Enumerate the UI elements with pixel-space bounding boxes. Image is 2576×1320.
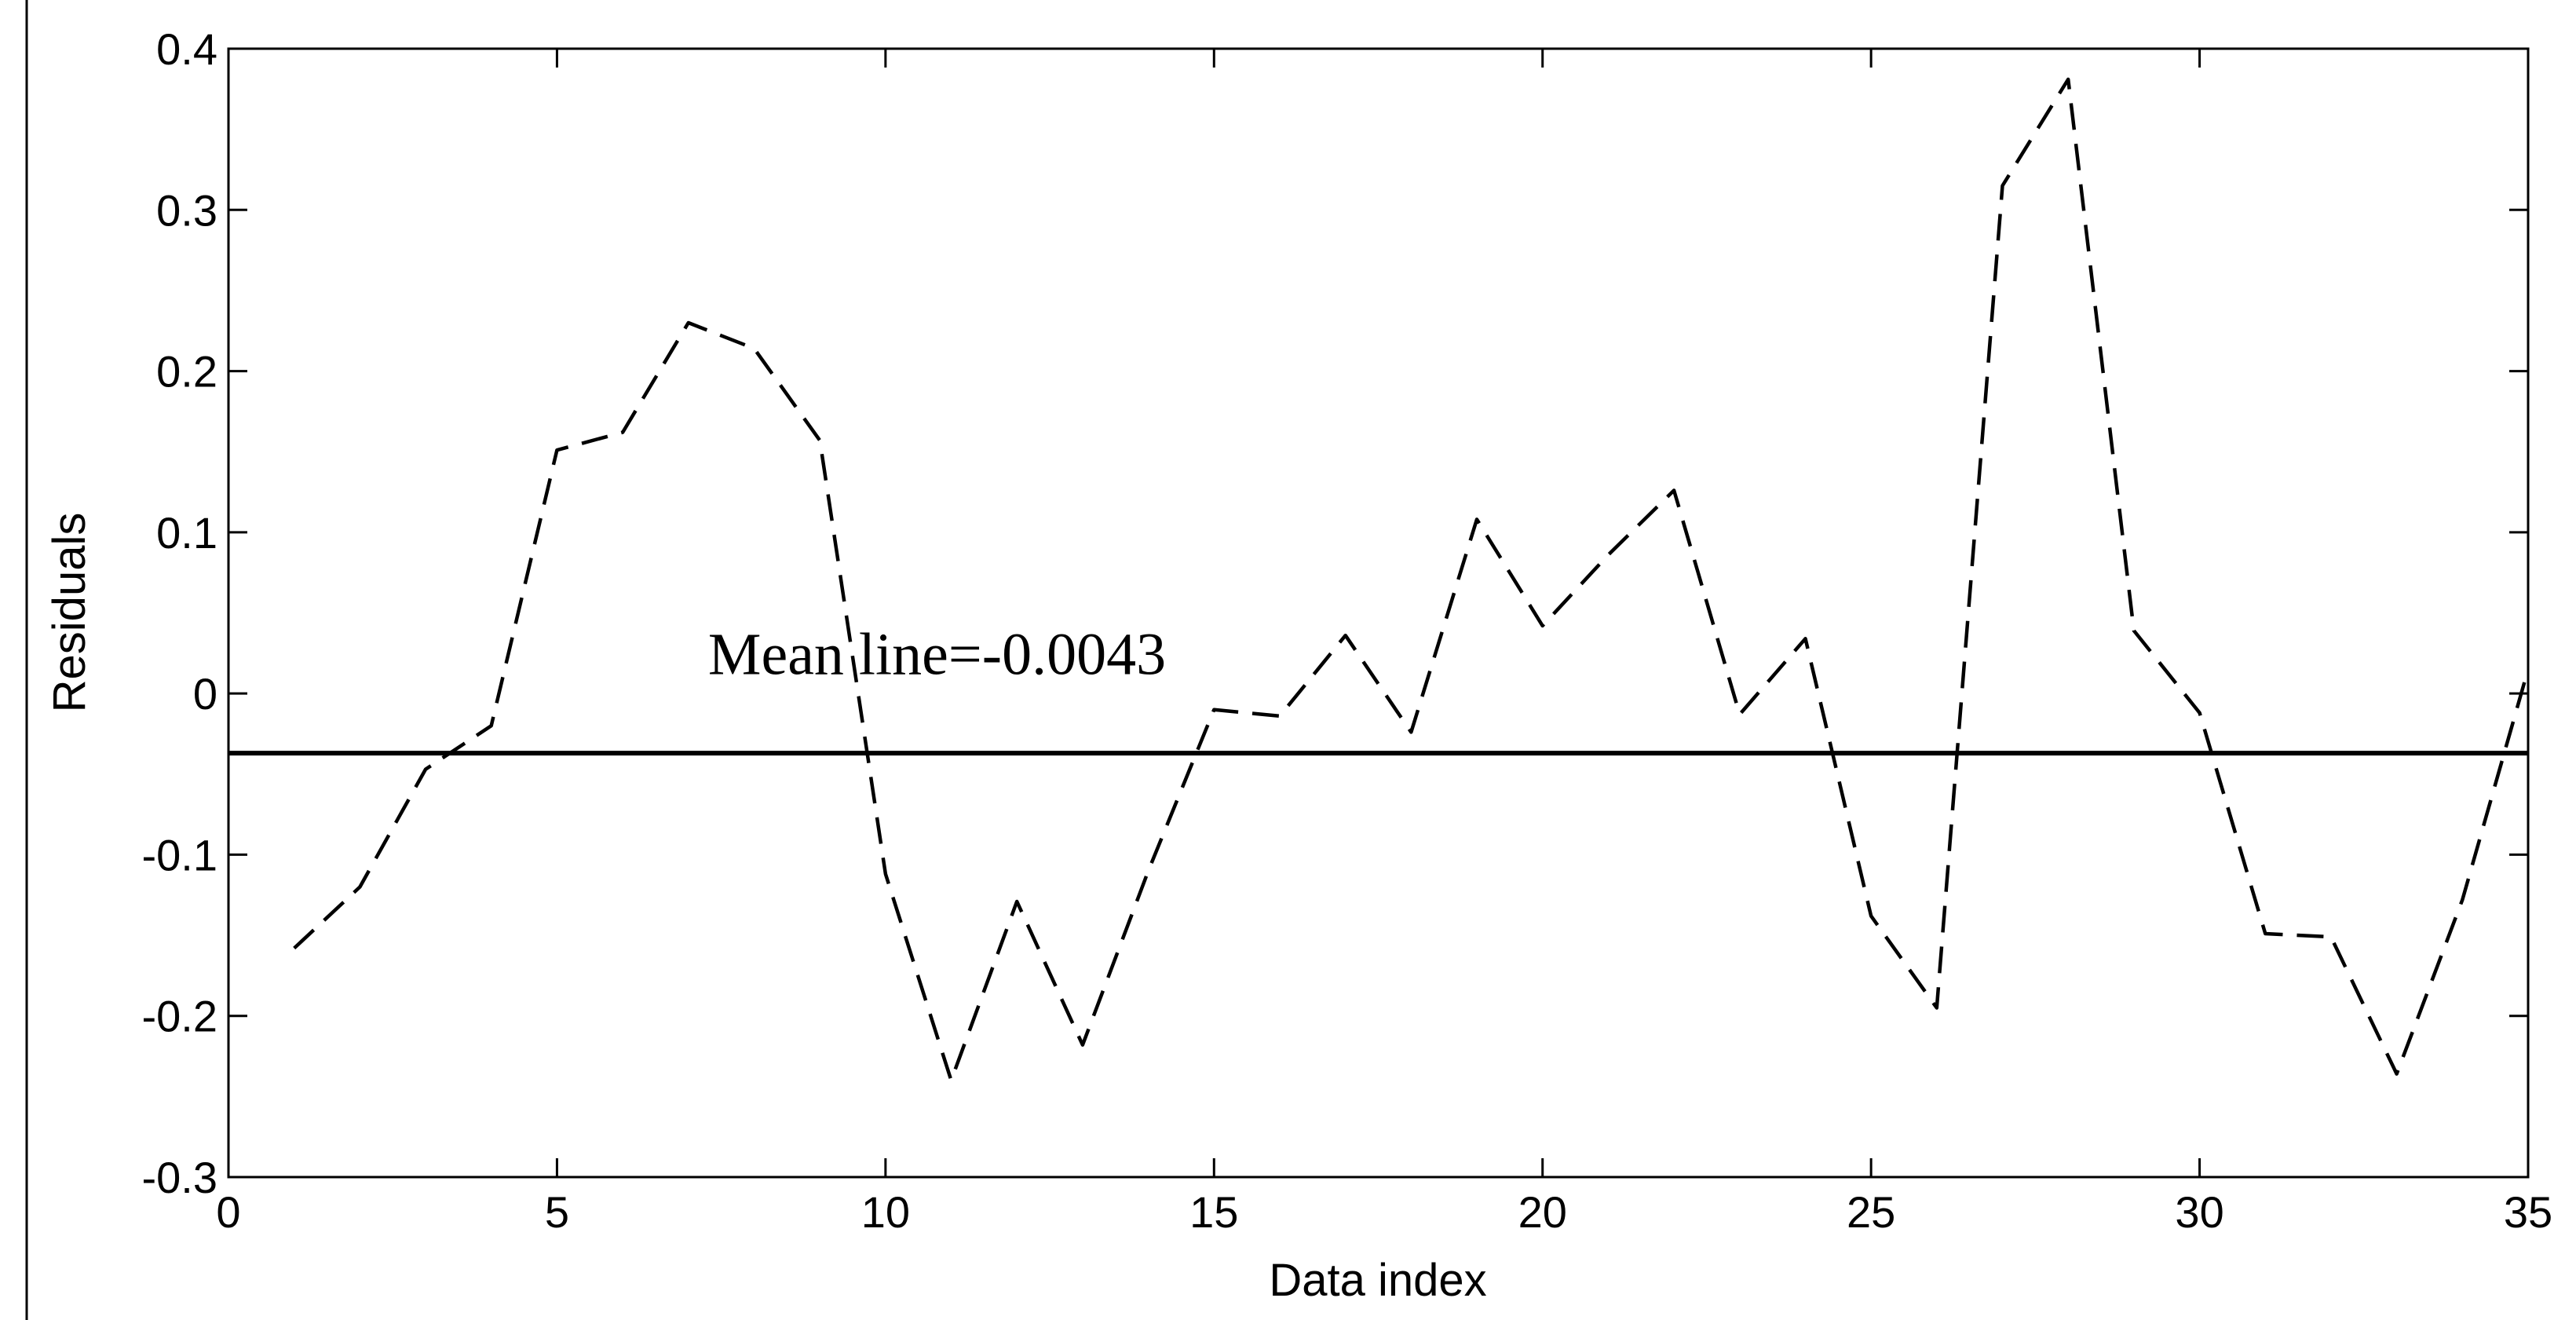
x-tick-label: 20: [1518, 1187, 1567, 1237]
x-tick-label: 30: [2175, 1187, 2223, 1237]
y-tick-label: -0.1: [142, 830, 218, 879]
x-tick-label: 25: [1847, 1187, 1895, 1237]
x-axis-label: Data index: [1269, 1255, 1486, 1306]
x-tick-label: 0: [216, 1187, 240, 1237]
y-tick-label: 0.4: [156, 24, 217, 74]
y-axis-label: Residuals: [44, 513, 95, 713]
y-tick-label: -0.3: [142, 1153, 218, 1202]
x-tick-label: 5: [545, 1187, 569, 1237]
y-tick-label: 0.1: [156, 508, 217, 558]
y-tick-label: 0: [193, 669, 217, 719]
y-tick-label: 0.2: [156, 347, 217, 397]
y-tick-label: 0.3: [156, 185, 217, 235]
x-tick-label: 15: [1189, 1187, 1238, 1237]
x-axis-ticks: 0 5 10 15 20 25 30 35: [216, 49, 2552, 1237]
residuals-series-line: [293, 77, 2530, 1083]
x-tick-label: 10: [861, 1187, 910, 1237]
mean-line-annotation: Mean line=-0.0043: [708, 622, 1166, 688]
plot-frame: [227, 47, 2530, 1179]
y-tick-label: -0.2: [142, 992, 218, 1041]
y-axis-ticks: -0.3 -0.2 -0.1 0 0.1 0.2 0.3 0.4: [142, 24, 2528, 1202]
series-layer: [228, 77, 2530, 1083]
x-tick-label: 35: [2504, 1187, 2552, 1237]
